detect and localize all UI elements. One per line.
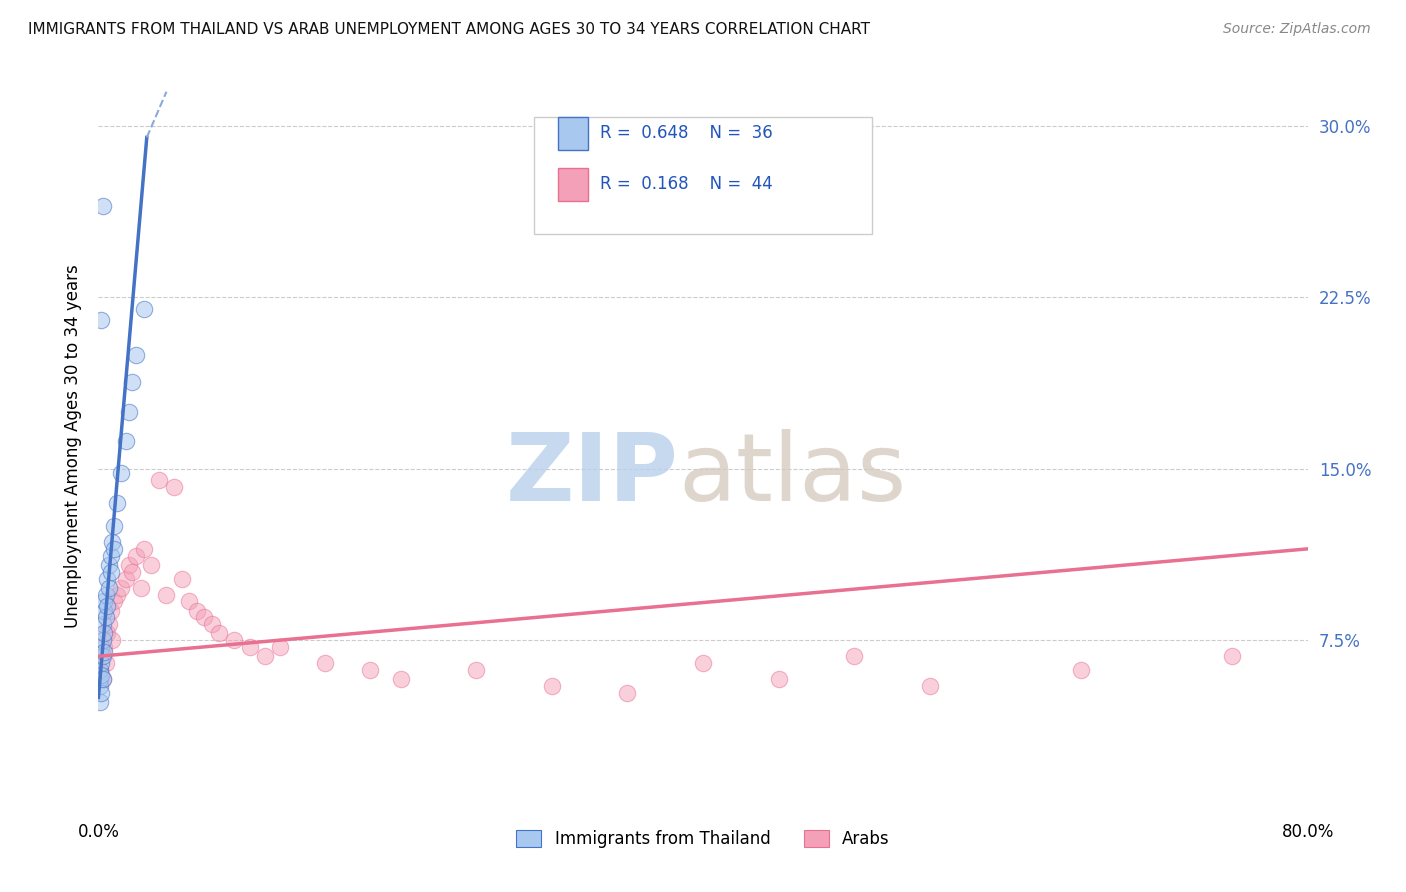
Point	[269, 640, 291, 655]
Point	[91, 617, 114, 632]
Point	[121, 375, 143, 389]
Point	[121, 565, 143, 579]
Point	[103, 594, 125, 608]
Point	[103, 541, 125, 556]
Point	[465, 663, 488, 677]
Point	[90, 640, 112, 655]
Point	[94, 656, 117, 670]
Point	[186, 604, 208, 618]
Point	[768, 672, 790, 686]
Point	[100, 604, 122, 618]
Point	[90, 656, 112, 670]
Point	[90, 313, 112, 327]
Point	[224, 633, 246, 648]
Y-axis label: Unemployment Among Ages 30 to 34 years: Unemployment Among Ages 30 to 34 years	[63, 264, 82, 628]
Text: ZIP: ZIP	[506, 429, 679, 521]
Point	[105, 588, 128, 602]
Point	[1070, 663, 1092, 677]
Legend: Immigrants from Thailand, Arabs: Immigrants from Thailand, Arabs	[509, 823, 897, 855]
Point	[96, 572, 118, 586]
Point	[148, 473, 170, 487]
Point	[692, 656, 714, 670]
Point	[118, 405, 141, 419]
Point	[98, 581, 121, 595]
Bar	[558, 168, 588, 201]
Point	[89, 663, 111, 677]
Point	[360, 663, 382, 677]
Point	[114, 572, 136, 586]
Point	[93, 640, 115, 655]
Point	[1220, 649, 1243, 664]
Point	[918, 679, 941, 693]
Text: R =  0.648    N =  36: R = 0.648 N = 36	[600, 124, 773, 142]
Point	[93, 626, 115, 640]
Point	[96, 599, 118, 613]
Point	[114, 434, 136, 449]
Point	[89, 672, 111, 686]
Text: Source: ZipAtlas.com: Source: ZipAtlas.com	[1223, 22, 1371, 37]
Point	[179, 594, 201, 608]
Point	[540, 679, 562, 693]
Point	[193, 610, 215, 624]
Point	[98, 617, 121, 632]
Point	[239, 640, 262, 655]
Point	[93, 604, 115, 618]
Point	[90, 649, 112, 664]
Point	[163, 480, 186, 494]
Point	[103, 519, 125, 533]
Point	[89, 695, 111, 709]
Point	[90, 667, 112, 681]
Point	[91, 672, 114, 686]
Text: R =  0.168    N =  44: R = 0.168 N = 44	[600, 175, 773, 194]
Point	[93, 645, 115, 659]
Point	[844, 649, 866, 664]
Point	[100, 565, 122, 579]
Point	[389, 672, 412, 686]
Point	[98, 558, 121, 572]
Point	[94, 588, 117, 602]
Point	[132, 301, 155, 316]
Point	[253, 649, 276, 664]
Point	[101, 633, 124, 648]
Text: IMMIGRANTS FROM THAILAND VS ARAB UNEMPLOYMENT AMONG AGES 30 TO 34 YEARS CORRELAT: IMMIGRANTS FROM THAILAND VS ARAB UNEMPLO…	[28, 22, 870, 37]
Point	[93, 594, 115, 608]
Bar	[558, 117, 588, 150]
Point	[91, 672, 114, 686]
Point	[125, 347, 148, 362]
Point	[101, 535, 124, 549]
Point	[105, 496, 128, 510]
Point	[132, 541, 155, 556]
Point	[616, 686, 638, 700]
Point	[89, 663, 111, 677]
Point	[90, 686, 112, 700]
Point	[201, 617, 224, 632]
Point	[110, 581, 132, 595]
Point	[94, 610, 117, 624]
Point	[125, 549, 148, 563]
Point	[314, 656, 336, 670]
Point	[129, 581, 152, 595]
Point	[141, 558, 163, 572]
Point	[91, 649, 114, 664]
FancyBboxPatch shape	[534, 117, 872, 234]
Point	[91, 633, 114, 648]
Point	[91, 199, 114, 213]
Text: atlas: atlas	[679, 429, 907, 521]
Point	[110, 467, 132, 481]
Point	[100, 549, 122, 563]
Point	[118, 558, 141, 572]
Point	[208, 626, 231, 640]
Point	[170, 572, 193, 586]
Point	[89, 679, 111, 693]
Point	[155, 588, 177, 602]
Point	[96, 626, 118, 640]
